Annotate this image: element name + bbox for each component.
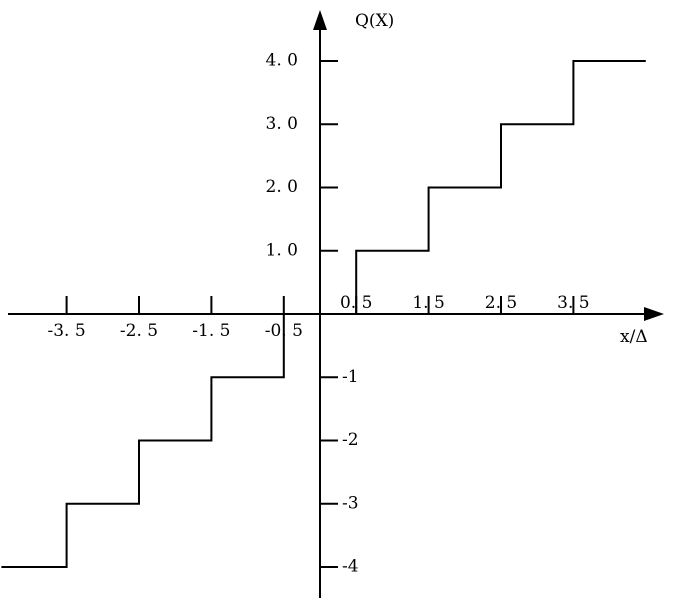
- y-tick-label: 3. 0: [266, 114, 298, 134]
- y-tick-label: 2. 0: [266, 177, 298, 197]
- y-tick-label: -3: [342, 493, 359, 513]
- series-step-line: [1, 60, 646, 568]
- y-tick-label: -4: [342, 557, 359, 577]
- y-tick-label: 4. 0: [266, 51, 298, 71]
- x-tick-label: -1. 5: [192, 321, 230, 341]
- y-tick-label: 1. 0: [266, 240, 298, 260]
- axis-ticks: [65, 60, 575, 568]
- x-tick-label: -3. 5: [48, 321, 86, 341]
- x-tick-label: -2. 5: [120, 321, 158, 341]
- y-axis-title: Q(X): [355, 11, 394, 31]
- y-axis-arrow: [313, 10, 327, 30]
- x-tick-label: 3. 5: [557, 293, 589, 313]
- x-tick-label: 2. 5: [485, 293, 517, 313]
- x-tick-label: 1. 5: [412, 293, 444, 313]
- tick-labels: -3. 5 -2. 5 -1. 5 -0. 50. 5 1. 5 2. 5 3. 54. 0…: [48, 51, 590, 577]
- y-tick-label: -1: [342, 367, 359, 387]
- x-axis-arrow: [644, 307, 664, 321]
- y-tick-label: -2: [342, 430, 359, 450]
- x-axis-title: x/Δ: [620, 327, 648, 347]
